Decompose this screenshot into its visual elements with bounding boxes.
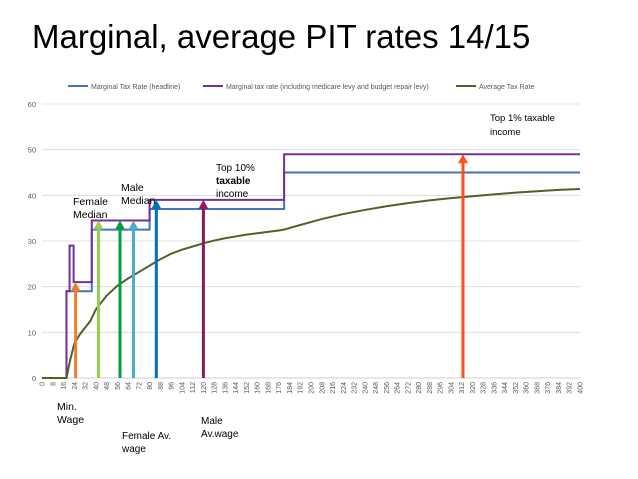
x-tick-label: 344 [502,382,509,394]
x-tick-label: 80 [147,382,154,390]
annotation-female-median: Female Median [73,196,111,221]
income-marker-arrow-6 [457,154,468,378]
x-tick-label: 224 [341,382,348,394]
x-tick-label: 64 [126,382,133,390]
x-tick-label: 392 [567,382,574,394]
x-tick-label: 272 [405,382,412,394]
annotation-male-av-wage: Male Av.wage [201,416,239,440]
x-tick-label: 88 [158,382,165,390]
slide-title: Marginal, average PIT rates 14/15 [32,18,531,55]
x-tick-label: 72 [136,382,143,390]
annotation-top-10: Top 10% taxable income [216,163,258,200]
x-tick-label: 360 [524,382,531,394]
x-tick-label: 104 [179,382,186,394]
x-tick-label: 320 [470,382,477,394]
legend-label-marginal-incl-levies: Marginal tax rate (including medicare le… [226,84,429,91]
x-tick-label: 376 [545,382,552,394]
x-tick-label: 312 [459,382,466,394]
income-marker-arrow-4 [151,199,162,378]
x-tick-label: 112 [190,382,197,393]
x-tick-label: 56 [115,382,122,390]
x-tick-label: 328 [481,382,488,394]
income-marker-arrow-0 [70,282,81,378]
income-marker-arrow-1 [93,220,104,378]
x-tick-label: 400 [578,382,585,394]
x-tick-label: 48 [104,382,111,390]
y-tick-label: 50 [28,146,36,155]
x-tick-label: 384 [556,382,563,394]
y-tick-label: 60 [28,100,36,109]
x-tick-label: 304 [448,382,455,394]
legend-label-average: Average Tax Rate [479,84,534,91]
y-tick-label: 0 [32,374,36,383]
annotation-top-1: Top 1% taxable income [490,113,558,138]
x-tick-label: 128 [212,382,219,394]
x-tick-label: 240 [362,382,369,394]
income-marker-arrow-5 [198,199,209,378]
x-tick-label: 32 [83,382,90,390]
x-tick-label: 8 [50,382,57,386]
income-marker-arrow-3 [128,220,139,378]
x-tick-label: 168 [265,382,272,394]
marker-layer [70,154,468,378]
x-tick-label: 160 [255,382,262,394]
x-tick-label: 296 [438,382,445,394]
y-tick-label: 30 [28,237,36,246]
series-marginal-incl-levies [42,153,580,379]
x-tick-label: 0 [40,382,47,386]
x-tick-label: 144 [233,382,240,394]
x-tick-label: 280 [416,382,423,394]
annotation-min-wage: Min. Wage [57,401,84,426]
income-marker-arrow-2 [115,220,126,378]
x-tick-label: 216 [330,382,337,394]
x-tick-label: 208 [319,382,326,394]
y-tick-label: 20 [28,283,36,292]
x-tick-label: 352 [513,382,520,394]
annotation-female-av-wage: Female Av. wage [121,431,174,455]
legend-label-marginal-headline: Marginal Tax Rate (headline) [91,84,180,91]
x-tick-label: 368 [534,382,541,394]
x-tick-label: 152 [244,382,251,394]
x-tick-label: 176 [276,382,283,394]
y-tick-label: 10 [28,328,36,337]
x-tick-label: 16 [61,382,68,390]
x-tick-label: 184 [287,382,294,394]
series-average [42,187,581,379]
x-tick-label: 264 [395,382,402,394]
y-tick-label: 40 [28,191,36,200]
annotation-male-median: Male Median [121,182,156,207]
x-tick-label: 336 [491,382,498,394]
grid-layer [42,103,580,333]
x-tick-label: 288 [427,382,434,394]
annotation-layer: Min. Wage Female Median Male Median Fema… [57,113,558,455]
x-tick-label: 192 [298,382,305,394]
x-tick-label: 24 [72,382,79,390]
x-tick-label: 136 [222,382,229,394]
x-tick-label: 200 [309,382,316,394]
x-tick-label: 40 [93,382,100,390]
x-tick-label: 232 [352,382,359,394]
x-tick-label: 256 [384,382,391,394]
x-tick-label: 248 [373,382,380,394]
chart-legend: Marginal Tax Rate (headline) Marginal ta… [68,84,534,91]
x-tick-label: 120 [201,382,208,394]
x-tick-label: 96 [169,382,176,390]
